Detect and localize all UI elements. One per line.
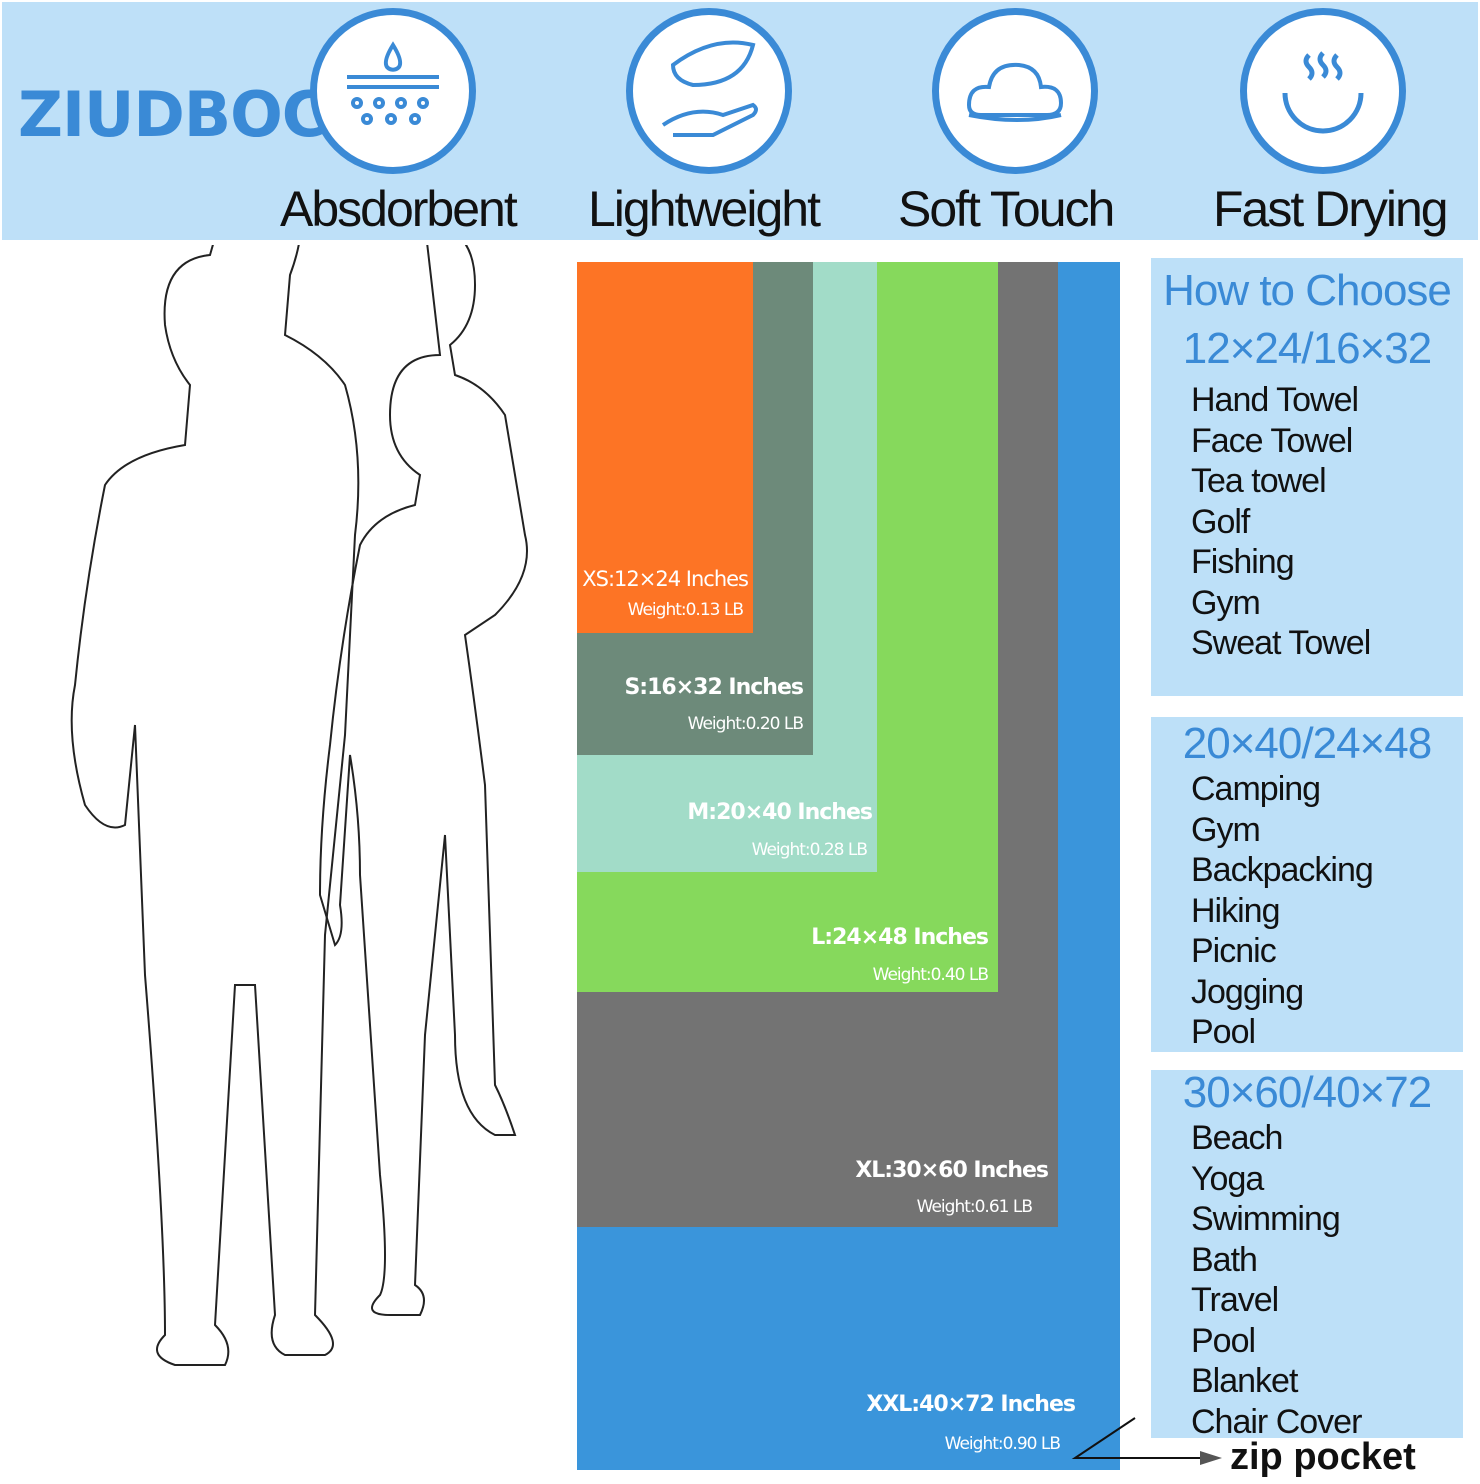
weight-label-xxl: Weight:0.90 LB <box>944 1434 1061 1454</box>
group-heading: 30×60/40×72 <box>1182 1068 1432 1117</box>
feature-label-absorbent: Absdorbent <box>280 181 518 237</box>
size-block-xs: XS:12×24 Inches Weight:0.13 LB <box>577 262 753 633</box>
list-item: Golf <box>1191 502 1250 541</box>
guide-title: How to Choose <box>1163 266 1452 315</box>
feature-label-fast-drying: Fast Drying <box>1213 181 1449 237</box>
list-item: Sweat Towel <box>1191 624 1371 662</box>
use-list: Beach Yoga Swimming Bath Travel Pool Blanket Ch… <box>1191 1118 1463 1442</box>
list-item: Jogging <box>1191 972 1304 1011</box>
absorbent-dots-icon <box>310 8 476 174</box>
list-item: Tea towel <box>1191 462 1327 500</box>
feature-label-soft-touch: Soft Touch <box>898 181 1115 237</box>
zip-pocket-label: zip pocket <box>1230 1436 1416 1478</box>
list-item: Chair Cover <box>1191 1402 1362 1441</box>
list-item: Hand Towel <box>1191 381 1359 419</box>
weight-label-xl: Weight:0.61 LB <box>916 1197 1033 1217</box>
weight-label-xs: Weight:0.13 LB <box>627 600 744 620</box>
human-figures-illustration <box>70 245 528 1366</box>
cloud-icon <box>932 8 1098 174</box>
list-item: Hiking <box>1191 891 1280 930</box>
list-item: Blanket <box>1191 1362 1298 1400</box>
feature-label-lightweight: Lightweight <box>588 181 821 237</box>
size-label-xl: XL:30×60 Inches <box>855 1158 1049 1183</box>
size-label-l: L:24×48 Inches <box>811 925 989 950</box>
steam-bowl-icon <box>1240 8 1406 174</box>
use-list: Hand Towel Face Towel Tea towel Golf Fishing… <box>1191 380 1463 664</box>
guide-panel-small: How to Choose 12×24/16×32 Hand Towel Face… <box>1151 258 1463 696</box>
list-item: Bath <box>1191 1240 1258 1279</box>
zip-pocket-arrow-icon <box>1071 1417 1222 1465</box>
list-item: Gym <box>1191 583 1261 622</box>
list-item: Yoga <box>1191 1159 1264 1198</box>
feather-hand-icon <box>626 8 792 174</box>
list-item: Backpacking <box>1191 851 1374 889</box>
list-item: Swimming <box>1191 1200 1341 1238</box>
size-label-xs: XS:12×24 Inches <box>582 567 749 591</box>
list-item: Beach <box>1191 1119 1283 1157</box>
guide-panel-large: 30×60/40×72 Beach Yoga Swimming Bath Travel P… <box>1151 1068 1463 1441</box>
list-item: Fishing <box>1191 543 1295 581</box>
brand-logo: ZIUDBOC <box>18 78 327 151</box>
group-heading: 12×24/16×32 <box>1182 324 1432 373</box>
size-label-xxl: XXL:40×72 Inches <box>866 1392 1076 1417</box>
list-item: Camping <box>1191 770 1321 808</box>
list-item: Picnic <box>1191 932 1277 970</box>
use-list: Camping Gym Backpacking Hiking Picnic Jogging… <box>1191 769 1463 1053</box>
weight-label-s: Weight:0.20 LB <box>687 714 804 734</box>
guide-panel-medium: 20×40/24×48 Camping Gym Backpacking Hiking P… <box>1151 717 1463 1052</box>
weight-label-l: Weight:0.40 LB <box>872 965 989 985</box>
list-item: Pool <box>1191 1321 1256 1360</box>
size-label-m: M:20×40 Inches <box>687 800 873 825</box>
list-item: Gym <box>1191 810 1261 849</box>
weight-label-m: Weight:0.28 LB <box>751 840 868 860</box>
list-item: Pool <box>1191 1013 1256 1051</box>
group-heading: 20×40/24×48 <box>1182 719 1432 768</box>
size-label-s: S:16×32 Inches <box>624 675 804 700</box>
list-item: Face Towel <box>1191 421 1353 460</box>
list-item: Travel <box>1191 1281 1279 1319</box>
